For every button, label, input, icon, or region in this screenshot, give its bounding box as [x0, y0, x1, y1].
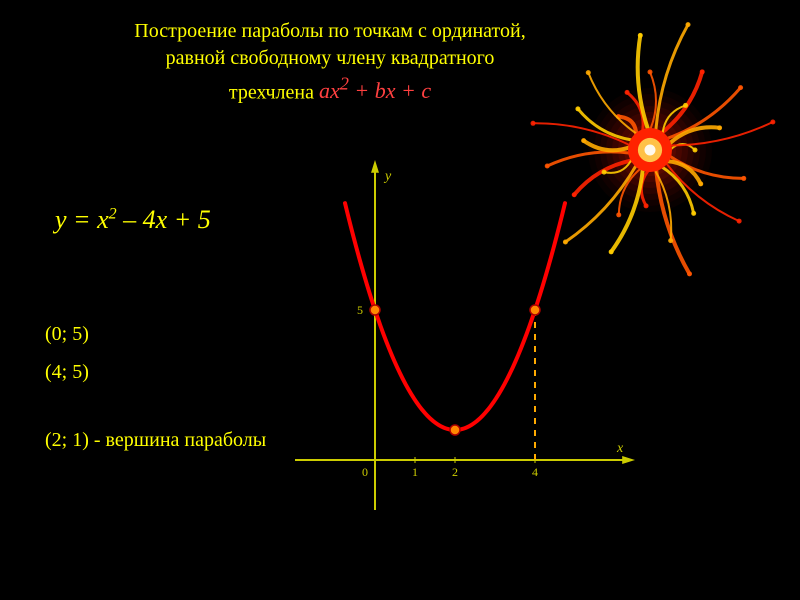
svg-text:x: x	[616, 441, 624, 456]
point-list: (0; 5) (4; 5) (2; 1) - вершина параболы	[45, 315, 266, 459]
title-line2: равной свободному члену квадратного	[166, 47, 495, 69]
point-1: (0; 5)	[45, 315, 266, 353]
parabola-chart: 0 1 2 4 5 y x	[295, 160, 635, 510]
title-line3-prefix: трехчлена	[229, 81, 319, 103]
title-formula: ax2 + bx + c	[319, 78, 431, 103]
point-2: (4; 5)	[45, 353, 266, 391]
slide-title: Построение параболы по точкам с ординато…	[90, 18, 570, 106]
svg-text:2: 2	[452, 465, 458, 479]
equation: y = x2 – 4x + 5	[55, 205, 211, 235]
svg-text:5: 5	[357, 303, 363, 317]
svg-text:y: y	[383, 169, 392, 184]
equation-text: y = x2 – 4x + 5	[55, 205, 211, 234]
svg-text:4: 4	[532, 465, 538, 479]
point-vertex: (2; 1) - вершина параболы	[45, 421, 266, 459]
title-line1: Построение параболы по точкам с ординато…	[134, 20, 525, 42]
svg-text:0: 0	[362, 465, 368, 479]
svg-text:1: 1	[412, 465, 418, 479]
